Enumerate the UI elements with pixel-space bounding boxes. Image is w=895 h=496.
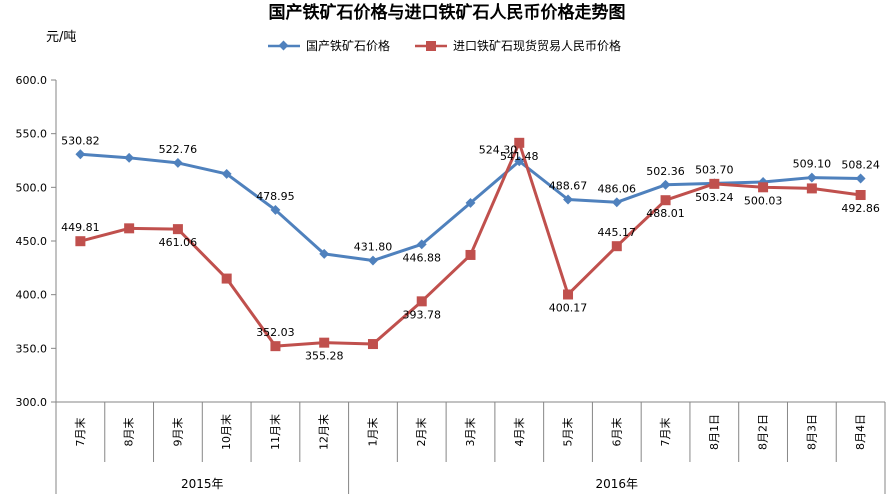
data-point-square	[221, 273, 232, 284]
x-group-label: 2015年	[181, 477, 224, 491]
data-label: 503.70	[695, 163, 734, 176]
data-point-square	[270, 341, 281, 352]
data-point-diamond	[172, 157, 183, 168]
y-tick-label: 300.0	[16, 396, 48, 409]
data-point-square	[319, 337, 330, 348]
data-label: 503.24	[695, 191, 734, 204]
data-point-diamond	[270, 204, 281, 215]
series-layer	[75, 137, 866, 352]
data-point-diamond	[221, 168, 232, 179]
data-point-square	[514, 137, 525, 148]
data-label: 492.86	[841, 202, 880, 215]
data-label: 524.30	[479, 143, 518, 156]
x-tick-label: 6月末	[609, 418, 623, 447]
legend-item-series-1: 国产铁矿石价格	[268, 38, 390, 53]
data-label: 445.17	[598, 226, 637, 239]
x-axis-ticks: 7月末 8月末 9月末 10月末 11月末 12月末 1月末 2月末 3月末 4月末 5月末 6月末 7…	[55, 402, 886, 462]
legend-label-series-2: 进口铁矿石现货贸易人民币价格	[453, 38, 621, 53]
data-point-diamond	[660, 179, 671, 190]
data-point-square	[660, 195, 671, 206]
x-tick-label: 1月末	[365, 418, 379, 447]
x-group-label: 2016年	[596, 477, 639, 491]
data-label: 400.17	[549, 301, 588, 314]
x-tick-label: 11月末	[268, 414, 282, 450]
data-label: 446.88	[402, 251, 441, 264]
data-point-square	[465, 249, 476, 260]
y-tick-label: 350.0	[16, 342, 48, 355]
data-point-square	[611, 241, 622, 252]
data-point-square	[416, 296, 427, 307]
data-label: 449.81	[61, 221, 100, 234]
chart-title: 国产铁矿石价格与进口铁矿石人民币价格走势图	[269, 2, 626, 23]
data-label: 461.06	[159, 236, 198, 249]
legend-label-series-1: 国产铁矿石价格	[306, 38, 390, 53]
legend-marker-square	[426, 41, 436, 51]
data-point-square	[124, 223, 135, 234]
data-label: 530.82	[61, 134, 100, 147]
data-labels: 530.82 522.76 478.95 431.80 446.88 524.30 488.…	[61, 134, 880, 362]
series-line-2	[79, 141, 861, 348]
data-point-diamond	[124, 152, 135, 163]
x-tick-label: 4月末	[512, 418, 526, 447]
y-tick-label: 550.0	[16, 128, 48, 141]
x-tick-label: 12月末	[317, 414, 331, 450]
data-point-diamond	[368, 255, 378, 266]
data-point-square	[758, 182, 769, 193]
legend-item-series-2: 进口铁矿石现货贸易人民币价格	[415, 38, 621, 53]
data-label: 393.78	[402, 308, 441, 321]
data-point-diamond	[465, 197, 476, 208]
data-point-diamond	[319, 248, 330, 259]
data-point-diamond	[855, 173, 866, 184]
data-point-square	[709, 178, 720, 189]
x-tick-label: 8月末	[122, 418, 136, 447]
x-tick-label: 10月末	[219, 414, 233, 450]
x-tick-label: 8月3日	[805, 414, 818, 450]
x-tick-label: 8月1日	[708, 414, 721, 450]
data-point-diamond	[75, 149, 86, 160]
data-point-diamond	[611, 197, 622, 208]
x-tick-label: 2月末	[414, 418, 428, 447]
data-point-square	[75, 236, 86, 247]
data-point-diamond	[563, 194, 573, 205]
y-tick-label: 600.0	[16, 74, 48, 87]
x-tick-label: 7月末	[658, 418, 672, 447]
y-axis-unit: 元/吨	[46, 30, 76, 45]
data-point-square	[563, 289, 574, 300]
x-tick-label: 3月末	[463, 418, 477, 447]
x-tick-label: 7月末	[73, 418, 87, 447]
y-tick-label: 450.0	[16, 235, 48, 248]
data-point-diamond	[806, 172, 817, 183]
x-tick-label: 8月4日	[854, 414, 867, 450]
data-label: 541.48	[500, 150, 539, 163]
x-tick-label: 5月末	[561, 418, 575, 447]
data-label: 478.95	[256, 190, 295, 203]
data-point-diamond	[514, 156, 525, 167]
data-point-diamond	[416, 239, 427, 250]
legend-marker-diamond	[278, 40, 289, 51]
data-point-square	[855, 189, 866, 200]
data-label: 508.24	[841, 158, 880, 171]
data-label: 352.03	[256, 326, 295, 339]
data-point-square	[367, 339, 378, 350]
data-label: 486.06	[598, 182, 637, 195]
data-label: 488.67	[549, 179, 588, 192]
data-label: 431.80	[354, 241, 393, 254]
data-label: 355.28	[305, 350, 344, 363]
y-axis-ticks: 300.0 350.0 400.0 450.0 500.0 550.0 600.0	[16, 74, 56, 409]
y-tick-label: 400.0	[16, 289, 48, 302]
data-label: 488.01	[646, 207, 685, 220]
data-point-square	[806, 183, 817, 194]
x-tick-label: 8月2日	[757, 414, 770, 450]
x-tick-label: 9月末	[170, 418, 184, 447]
data-label: 522.76	[159, 143, 198, 156]
data-point-square	[172, 224, 183, 235]
data-label: 500.03	[744, 194, 783, 207]
legend: 国产铁矿石价格 进口铁矿石现货贸易人民币价格	[268, 38, 621, 53]
data-label: 502.36	[646, 165, 685, 178]
y-tick-label: 500.0	[16, 181, 48, 194]
x-axis-year-groups: 2015年 2016年	[55, 462, 886, 494]
data-label: 509.10	[793, 158, 832, 171]
